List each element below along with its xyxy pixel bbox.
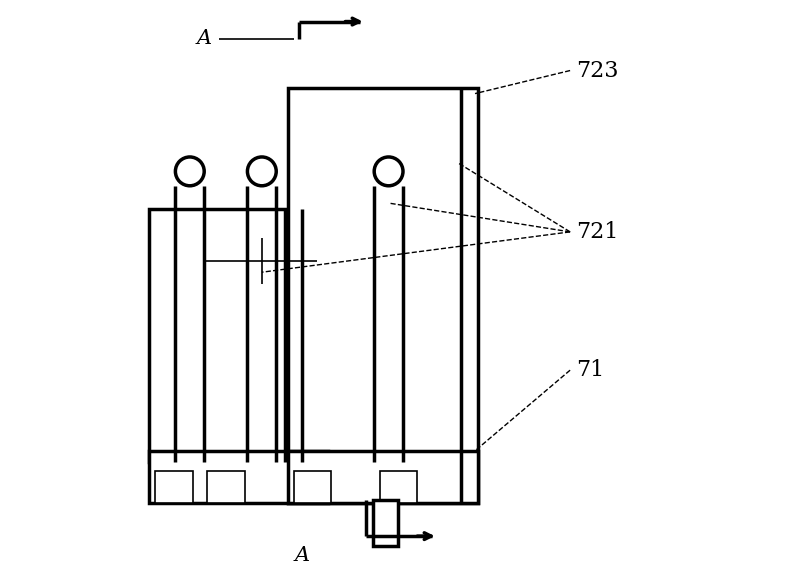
Bar bbox=[156, 471, 193, 503]
Bar bbox=[293, 471, 331, 503]
Bar bbox=[207, 471, 244, 503]
Text: 723: 723 bbox=[575, 60, 618, 82]
Bar bbox=[288, 451, 478, 503]
Bar bbox=[149, 451, 328, 503]
Bar bbox=[380, 471, 418, 503]
Circle shape bbox=[247, 157, 276, 186]
Bar bbox=[373, 500, 398, 546]
Text: A: A bbox=[295, 546, 310, 565]
Text: 71: 71 bbox=[575, 359, 604, 381]
Bar bbox=[288, 88, 478, 503]
Text: A: A bbox=[197, 30, 212, 48]
Text: 721: 721 bbox=[575, 221, 618, 243]
Circle shape bbox=[176, 157, 204, 186]
Circle shape bbox=[374, 157, 403, 186]
Bar bbox=[149, 209, 288, 463]
